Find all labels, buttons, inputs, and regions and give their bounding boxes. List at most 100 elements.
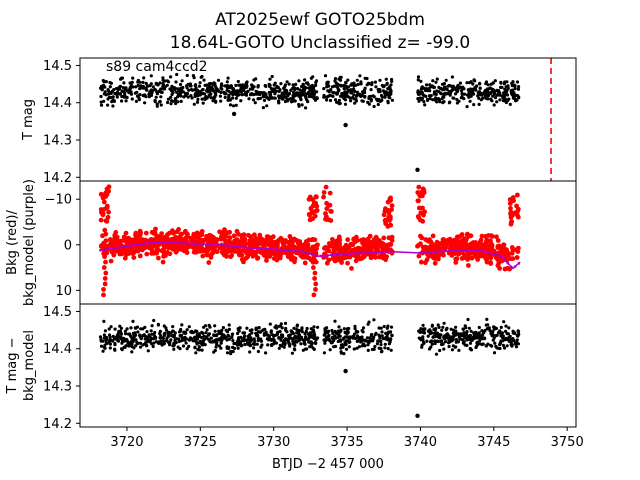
tmag-point xyxy=(339,75,343,79)
bkg-point xyxy=(253,235,258,241)
tmag-point xyxy=(416,78,420,82)
tmag-point xyxy=(162,84,166,88)
tmag-point xyxy=(189,84,193,88)
bkg-point xyxy=(489,245,494,251)
bkg-point xyxy=(306,212,312,217)
bkg-point xyxy=(332,243,338,249)
tmag-minus-bkg-point xyxy=(367,320,371,324)
tmag-point xyxy=(451,84,455,88)
tmag-minus-bkg-point xyxy=(292,336,296,340)
bkg-point xyxy=(483,245,488,250)
bkg-spike-point xyxy=(103,270,109,276)
tmag-minus-bkg-point xyxy=(389,348,393,352)
tmag-minus-bkg-point xyxy=(99,344,104,348)
tmag-point xyxy=(151,85,155,89)
tmag-point xyxy=(300,103,304,107)
tmag-minus-bkg-point xyxy=(338,338,342,343)
tmag-point xyxy=(297,79,301,83)
tmag-minus-bkg-point xyxy=(159,339,163,343)
tmag-point xyxy=(482,90,486,94)
tmag-point xyxy=(381,85,386,89)
tmag-minus-bkg-point xyxy=(493,341,497,345)
tmag-minus-bkg-point xyxy=(277,346,281,350)
tmag-minus-bkg-point xyxy=(264,351,268,355)
bkg-model-point xyxy=(113,246,117,250)
tmag-minus-bkg-point xyxy=(219,346,223,350)
tmag-point xyxy=(509,89,513,93)
bkg-point xyxy=(182,248,187,254)
tmag-minus-bkg-point xyxy=(277,324,281,328)
tmag-point xyxy=(122,81,126,85)
tmag-minus-bkg-point xyxy=(231,339,235,343)
tmag-point xyxy=(448,93,452,97)
tmag-minus-bkg-point xyxy=(514,345,519,349)
tmag-point xyxy=(134,85,138,89)
bkg-point xyxy=(438,242,444,247)
tmag-point xyxy=(299,98,303,102)
tmag-point xyxy=(322,87,326,91)
tmag-minus-bkg-point xyxy=(462,333,466,337)
bkg-model-point xyxy=(161,241,165,244)
tmag-point xyxy=(226,76,230,80)
tmag-minus-bkg-point xyxy=(434,352,439,356)
bkg-point xyxy=(504,250,510,256)
tmag-minus-bkg-point xyxy=(372,347,376,351)
tmag-point xyxy=(457,99,461,103)
tmag-minus-bkg-point xyxy=(498,346,502,351)
tmag-minus-bkg-point xyxy=(238,326,242,330)
tmag-minus-bkg-point xyxy=(225,338,229,342)
tmag-minus-bkg-point xyxy=(291,332,295,336)
tmag-minus-bkg-point xyxy=(180,323,184,327)
tmag-minus-bkg-point xyxy=(226,333,230,337)
tmag-minus-bkg-point xyxy=(300,330,304,334)
tmag-point xyxy=(515,80,520,84)
tmag-minus-bkg-point xyxy=(290,351,294,355)
tmag-point xyxy=(450,75,454,79)
bkg-point xyxy=(323,184,329,190)
tmag-minus-bkg-point xyxy=(379,339,383,344)
bkg-point xyxy=(197,238,202,244)
tmag-minus-bkg-point xyxy=(367,340,371,344)
tmag-point xyxy=(136,83,140,87)
tmag-minus-bkg-point xyxy=(323,327,327,331)
tmag-point xyxy=(130,80,134,84)
tmag-point xyxy=(510,81,514,85)
bkg-model-point xyxy=(172,241,176,245)
tmag-minus-bkg-point xyxy=(146,337,150,341)
bkg-point xyxy=(508,205,513,211)
tmag-minus-bkg-point xyxy=(220,336,224,340)
bkg-point xyxy=(104,203,110,209)
bkg-model-point xyxy=(466,249,469,252)
tmag-minus-bkg-point xyxy=(511,329,515,333)
tmag-point xyxy=(283,99,288,104)
bkg-point xyxy=(263,250,269,256)
tmag-minus-bkg-point xyxy=(269,329,273,333)
tmag-minus-bkg-point xyxy=(458,337,462,341)
tmag-point xyxy=(309,76,313,80)
tmag-point xyxy=(488,92,492,96)
tmag-point xyxy=(180,79,184,83)
tmag-point xyxy=(424,83,429,87)
tmag-minus-bkg-point xyxy=(178,330,182,334)
tmag-point xyxy=(287,82,291,86)
bkg-point xyxy=(197,248,203,254)
tmag-minus-bkg-point xyxy=(347,345,351,349)
tmag-point xyxy=(516,87,521,91)
tmag-minus-bkg-point xyxy=(185,347,189,351)
tmag-minus-bkg-point xyxy=(245,326,249,330)
tmag-point xyxy=(326,84,330,88)
tmag-minus-bkg-point xyxy=(220,328,224,332)
bkg-point xyxy=(508,221,514,227)
tmag-point xyxy=(182,95,186,99)
bkg-point xyxy=(501,242,507,248)
bkg-model-point xyxy=(473,249,477,252)
tmag-minus-bkg-point xyxy=(134,338,138,342)
tmag-minus-bkg-point xyxy=(124,344,128,348)
tmag-point xyxy=(499,85,503,89)
bkg-point xyxy=(103,218,109,224)
tmag-minus-bkg-point xyxy=(474,344,479,348)
tmag-point xyxy=(211,89,215,93)
tmag-minus-bkg-point xyxy=(440,328,444,332)
tmag-minus-bkg-point xyxy=(430,324,434,328)
tmag-minus-bkg-point xyxy=(255,332,259,336)
